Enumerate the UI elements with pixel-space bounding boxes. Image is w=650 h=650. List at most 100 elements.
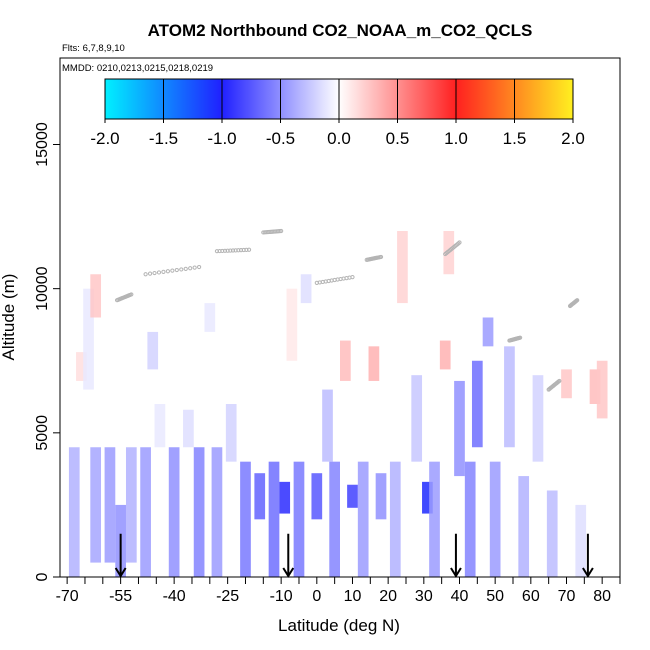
heatmap-cell bbox=[300, 274, 312, 304]
heatmap-cell bbox=[546, 490, 558, 577]
colorbar-tick-label: -2.0 bbox=[90, 129, 119, 148]
track-point bbox=[225, 248, 230, 253]
track-point bbox=[518, 335, 523, 340]
track-point bbox=[156, 270, 162, 275]
heatmap-cell bbox=[293, 461, 305, 577]
x-tick-label: 70 bbox=[558, 588, 576, 605]
plot-frame bbox=[59, 57, 621, 578]
x-tick-label: 0 bbox=[312, 588, 321, 605]
heatmap-cell bbox=[68, 447, 80, 577]
track-point bbox=[230, 248, 236, 253]
heatmap-cell bbox=[211, 447, 223, 577]
heatmap-cell bbox=[322, 389, 333, 462]
heatmap-cell bbox=[90, 447, 102, 563]
heatmap-cell bbox=[279, 481, 291, 514]
heatmap-cell bbox=[575, 504, 587, 577]
heatmap-cell bbox=[347, 484, 358, 508]
profile-arrow bbox=[450, 533, 462, 578]
colorbar-tick-label: 1.0 bbox=[444, 129, 468, 148]
heatmap-cell bbox=[454, 380, 465, 477]
heatmap-cell bbox=[154, 404, 166, 448]
heatmap-cell bbox=[357, 461, 369, 577]
heatmap-cell bbox=[204, 303, 216, 332]
track-point bbox=[246, 247, 252, 252]
x-tick-label: -25 bbox=[216, 588, 239, 605]
heatmap-cell bbox=[90, 274, 102, 318]
track-point bbox=[222, 248, 228, 253]
heatmap-cell bbox=[471, 360, 483, 448]
colorbar-ticks: -2.0 -1.5 -1.0 -0.5 0.0 0.5 1.0 1.5 2.0 bbox=[90, 79, 585, 148]
track-point bbox=[143, 272, 148, 277]
heatmap-cell bbox=[411, 375, 423, 462]
heatmap-cell bbox=[397, 231, 408, 304]
y-axis-label: Altitude (m) bbox=[0, 274, 18, 361]
track-point bbox=[228, 248, 233, 253]
track-point bbox=[241, 247, 246, 253]
track-point bbox=[192, 265, 197, 270]
track-point bbox=[244, 247, 249, 252]
track-point bbox=[152, 270, 157, 276]
profile-arrow bbox=[114, 533, 127, 578]
heatmap-cell bbox=[589, 369, 601, 404]
heatmap-cell bbox=[504, 346, 515, 448]
heatmap-cell bbox=[311, 473, 323, 520]
track-point bbox=[220, 248, 225, 254]
heatmap-cells bbox=[68, 231, 608, 577]
track-point bbox=[217, 248, 222, 254]
heatmap-cell bbox=[375, 473, 387, 520]
track-point bbox=[183, 266, 188, 271]
heatmap-cell bbox=[83, 288, 94, 390]
colorbar-tick-label: -0.5 bbox=[266, 129, 295, 148]
heatmap-cell bbox=[125, 447, 137, 563]
heatmap-cell bbox=[286, 288, 298, 361]
flights-label: Flts: 6,7,8,9,10 bbox=[62, 43, 125, 54]
heatmap-cell bbox=[225, 404, 237, 462]
x-tick-label: 80 bbox=[593, 588, 611, 605]
x-tick-label: 30 bbox=[415, 588, 433, 605]
x-tick-label: -55 bbox=[109, 588, 132, 605]
colorbar-tick-label: -1.0 bbox=[207, 129, 236, 148]
heatmap-cell bbox=[464, 461, 476, 577]
colorbar-tick-label: 1.5 bbox=[503, 129, 527, 148]
track-point bbox=[170, 268, 175, 273]
x-axis-label: Latitude (deg N) bbox=[278, 616, 400, 635]
track-point bbox=[197, 264, 202, 270]
heatmap-cell bbox=[76, 352, 87, 381]
heatmap-cell bbox=[140, 447, 151, 577]
x-tick-label: -10 bbox=[270, 588, 293, 605]
x-tick-label: 10 bbox=[344, 588, 362, 605]
heatmap-cell bbox=[439, 340, 451, 370]
track-point bbox=[557, 378, 562, 384]
track-point bbox=[378, 254, 384, 260]
heatmap-cell bbox=[561, 369, 572, 399]
x-tick-label: 60 bbox=[522, 588, 540, 605]
colorbar-tick-label: 0.0 bbox=[327, 129, 351, 148]
colorbar-tick-label: 0.5 bbox=[386, 129, 410, 148]
track-point bbox=[236, 248, 241, 253]
x-tick-label: 50 bbox=[486, 588, 504, 605]
track-point bbox=[214, 249, 220, 254]
heatmap-cell bbox=[489, 461, 501, 577]
colorbar-tick-label: -1.5 bbox=[149, 129, 178, 148]
track-point bbox=[179, 267, 184, 272]
heatmap-cell bbox=[368, 346, 380, 381]
track-point bbox=[174, 267, 179, 273]
x-tick-label: -70 bbox=[56, 588, 79, 605]
profile-arrows bbox=[114, 533, 594, 578]
track-point bbox=[165, 269, 170, 274]
heatmap-cell bbox=[518, 476, 530, 577]
track-point bbox=[147, 271, 153, 276]
x-axis: -70 -55 -40 -25 -10 0 10 20 30 40 50 60 70 80 bbox=[56, 577, 621, 605]
heatmap-cell bbox=[389, 461, 401, 577]
track-point bbox=[575, 298, 580, 303]
y-tick-label: 10000 bbox=[34, 266, 51, 311]
heatmap-cell bbox=[183, 409, 194, 448]
track-point bbox=[350, 275, 355, 280]
flight-track-points bbox=[114, 228, 580, 392]
y-axis: 0 5000 10000 15000 bbox=[34, 122, 60, 581]
profile-arrow bbox=[282, 533, 295, 578]
heatmap-cell bbox=[268, 461, 280, 577]
heatmap-cell bbox=[596, 360, 608, 419]
heatmap-cell bbox=[240, 461, 251, 577]
